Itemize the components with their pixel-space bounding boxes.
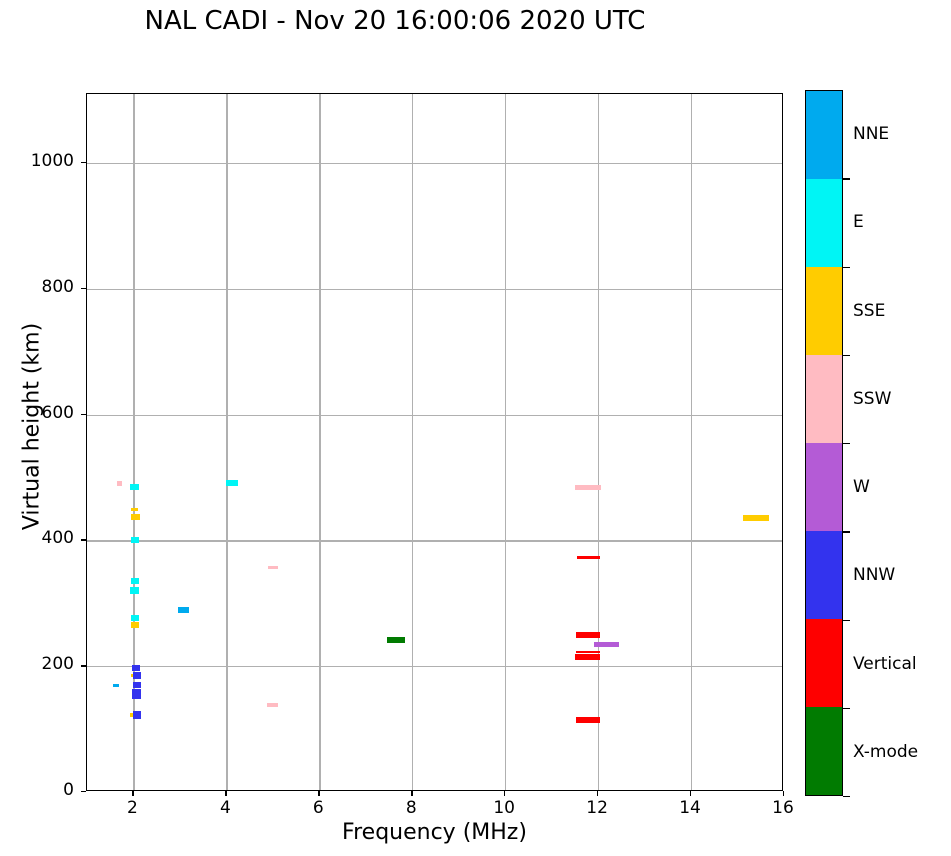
x-axis-tick-label: 16 [772, 798, 794, 818]
y-axis-tick [81, 413, 86, 415]
data-mark [574, 654, 601, 661]
colorbar-tick [843, 178, 850, 180]
data-mark [267, 702, 279, 707]
colorbar-tick [843, 619, 850, 621]
data-mark [130, 537, 140, 544]
data-mark [130, 578, 140, 585]
gridline-vertical [133, 94, 135, 790]
data-mark [577, 555, 601, 559]
data-mark [130, 622, 140, 629]
data-mark [576, 651, 600, 654]
x-axis-tick [318, 791, 320, 796]
colorbar-label-w: W [853, 477, 870, 498]
gridline-horizontal [87, 540, 782, 542]
y-axis-tick [81, 791, 86, 793]
y-axis-tick-label: 400 [41, 528, 74, 549]
y-axis-tick-label: 1000 [30, 151, 74, 172]
y-axis-tick-label: 600 [41, 402, 74, 423]
x-axis-tick [597, 791, 599, 796]
gridline-horizontal [87, 414, 782, 416]
colorbar-segment-vertical [806, 619, 842, 707]
data-mark [132, 682, 141, 689]
x-axis-tick-label: 2 [127, 798, 138, 818]
x-axis-tick-label: 8 [405, 798, 417, 818]
colorbar-tick [843, 707, 850, 710]
data-mark [386, 636, 406, 643]
x-axis-tick [504, 791, 506, 796]
data-mark [132, 665, 141, 672]
x-axis-tick [690, 791, 692, 796]
colorbar-tick [843, 796, 850, 798]
colorbar-label-nne: NNE [853, 124, 890, 145]
data-mark [117, 481, 122, 487]
colorbar-segment-nnw [806, 531, 842, 619]
colorbar-segment-sse [806, 267, 842, 355]
colorbar-tick [843, 443, 850, 445]
gridline-horizontal [87, 288, 782, 291]
gridline-vertical [598, 94, 600, 790]
colorbar-tick [843, 354, 850, 357]
colorbar-segment-e [806, 179, 842, 267]
data-mark [575, 716, 600, 723]
colorbar-label-vertical: Vertical [853, 653, 917, 674]
colorbar-label-sse: SSE [853, 300, 886, 321]
gridline-vertical [226, 94, 228, 790]
y-axis-tick [81, 539, 86, 541]
x-axis-tick-label: 6 [312, 798, 324, 818]
colorbar-segment-ssw [806, 355, 842, 443]
y-axis-tick [81, 287, 86, 290]
gridline-vertical [505, 94, 507, 790]
data-mark [268, 566, 279, 569]
data-mark [130, 507, 139, 511]
x-axis-label: Frequency (MHz) [342, 820, 527, 845]
x-axis-tick [783, 791, 785, 796]
y-axis-tick [81, 162, 86, 164]
data-mark [575, 485, 601, 491]
data-mark [226, 479, 239, 486]
data-mark [113, 683, 120, 687]
x-axis-tick-label: 12 [586, 798, 608, 818]
y-axis-tick-label: 0 [63, 780, 74, 800]
colorbar-label-e: E [853, 212, 864, 233]
x-axis-tick [411, 791, 413, 796]
x-axis-tick [225, 791, 227, 796]
x-axis-tick-label: 14 [679, 798, 701, 818]
gridline-vertical [412, 94, 414, 790]
gridline-vertical [319, 94, 321, 790]
gridline-horizontal [87, 163, 782, 165]
data-mark [132, 688, 142, 699]
data-mark [575, 631, 600, 638]
data-mark [131, 513, 140, 520]
colorbar-label-nnw: NNW [853, 565, 896, 586]
colorbar-label-x-mode: X-mode [853, 741, 919, 762]
y-axis-tick-label: 800 [41, 276, 74, 297]
data-mark [594, 641, 619, 647]
colorbar-segment-w [806, 443, 842, 531]
gridline-horizontal [87, 666, 782, 668]
data-mark [132, 711, 141, 720]
colorbar-segment-x-mode [806, 707, 842, 795]
plot-area [86, 93, 783, 791]
data-mark [130, 587, 140, 595]
y-axis-tick-label: 200 [41, 654, 74, 675]
y-axis-tick [81, 665, 86, 667]
colorbar-tick [843, 531, 850, 533]
gridline-vertical [691, 94, 693, 790]
data-mark [177, 606, 189, 613]
colorbar [805, 90, 843, 796]
data-mark [130, 484, 140, 491]
x-axis-tick-label: 10 [493, 798, 515, 818]
y-axis-label: Virtual height (km) [19, 322, 45, 531]
colorbar-segment-nne [806, 91, 842, 179]
page-title: NAL CADI - Nov 20 16:00:06 2020 UTC [144, 6, 646, 36]
colorbar-label-ssw: SSW [853, 388, 892, 409]
data-mark [130, 615, 140, 622]
x-axis-tick [132, 791, 134, 796]
colorbar-tick [843, 266, 850, 268]
data-mark [132, 672, 141, 680]
x-axis-tick-label: 4 [219, 798, 231, 818]
data-mark [743, 515, 769, 522]
